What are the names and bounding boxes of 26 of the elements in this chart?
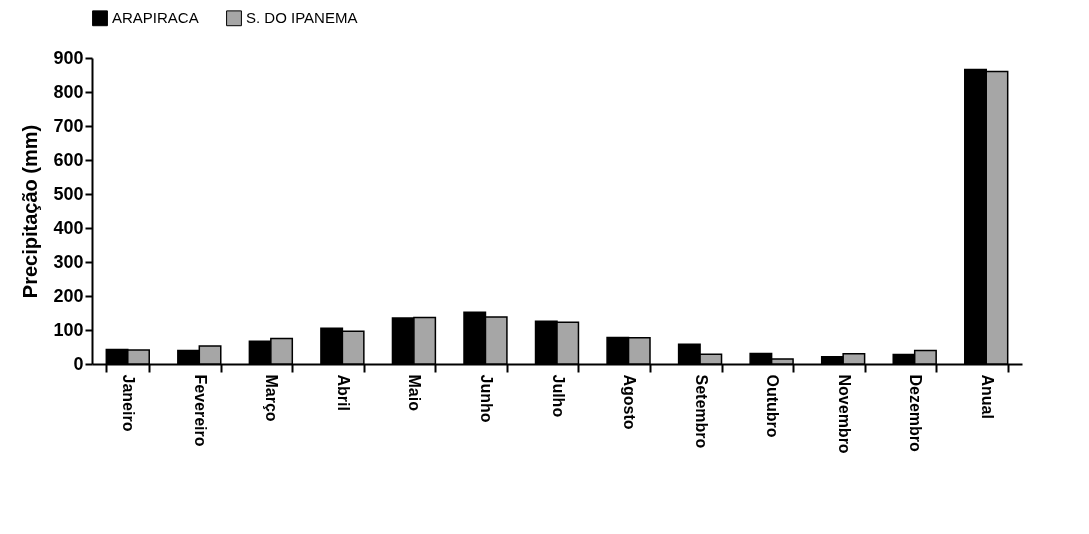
x-tick-label: Novembro (835, 374, 853, 454)
legend-label: ARAPIRACA (112, 9, 199, 27)
x-tick-label: Maio (406, 374, 424, 412)
x-tick-label: Setembro (692, 374, 710, 449)
x-tick-label: Junho (477, 374, 495, 423)
x-tick-label: Março (263, 374, 281, 422)
y-tick-label: 300 (53, 251, 84, 272)
y-tick-label: 900 (53, 47, 84, 68)
y-axis-title: Precipitação (mm) (19, 124, 42, 299)
x-tick-label: Janeiro (120, 374, 138, 432)
y-tick-label: 0 (73, 353, 84, 374)
legend-label: S. DO IPANEMA (246, 9, 358, 27)
x-tick-label: Outubro (764, 374, 782, 438)
y-tick-label: 800 (53, 81, 84, 102)
x-tick-label: Julho (549, 374, 567, 418)
x-tick-label: Abril (334, 374, 352, 411)
y-tick-label: 700 (53, 115, 84, 136)
x-tick-label: Anual (978, 374, 996, 419)
x-tick-label: Fevereiro (191, 374, 209, 447)
y-tick-label: 500 (53, 183, 84, 204)
x-tick-label: Agosto (621, 374, 639, 430)
y-tick-label: 200 (53, 285, 84, 306)
y-tick-label: 600 (53, 149, 84, 170)
y-tick-label: 100 (53, 319, 84, 340)
y-tick-label: 400 (53, 217, 84, 238)
x-tick-label: Dezembro (907, 374, 925, 453)
